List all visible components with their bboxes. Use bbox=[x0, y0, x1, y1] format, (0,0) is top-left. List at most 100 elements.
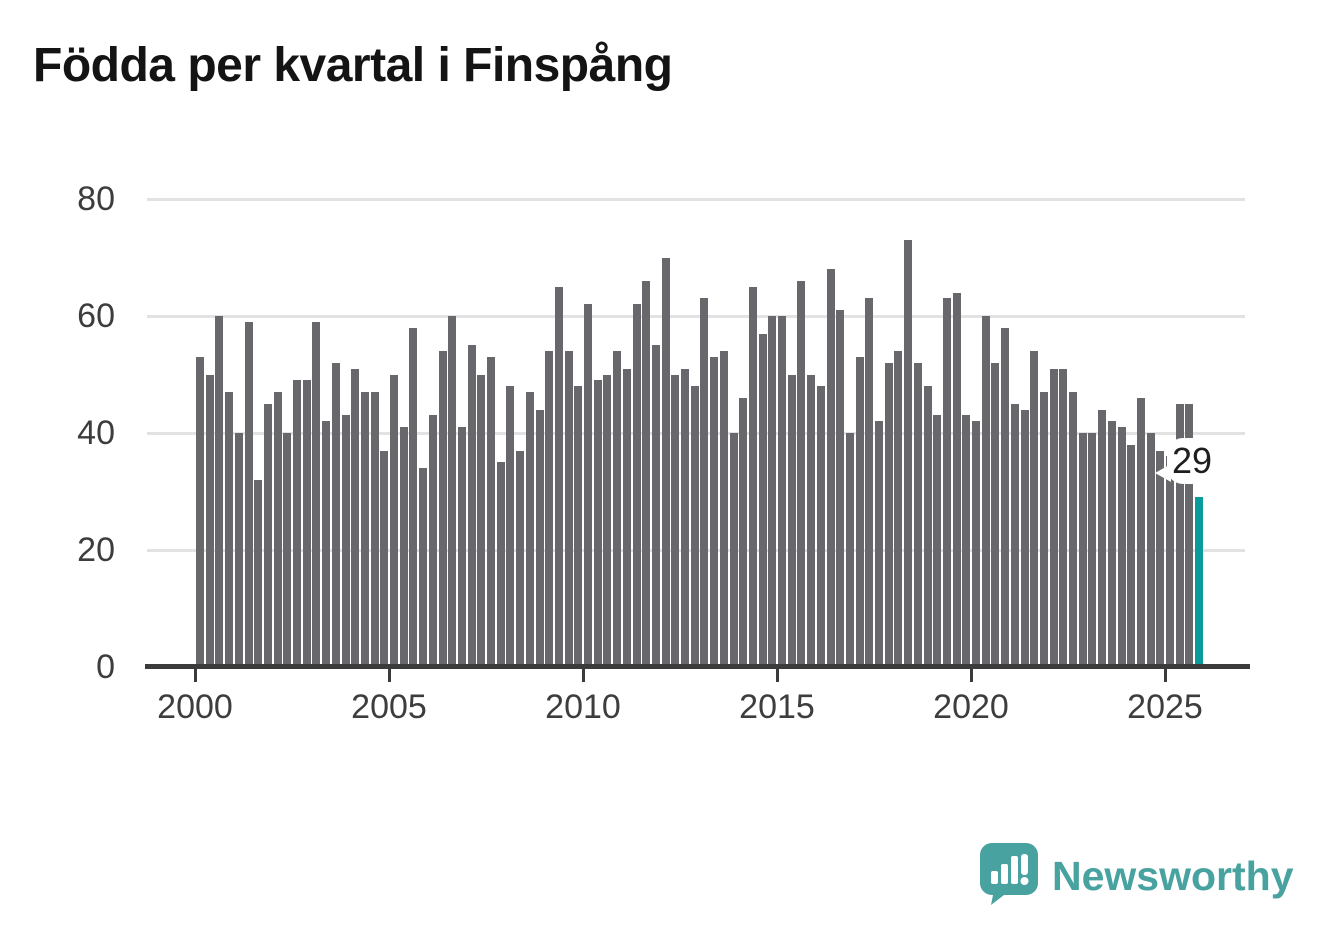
bar bbox=[845, 433, 854, 667]
bar bbox=[302, 380, 311, 667]
bar bbox=[273, 392, 282, 667]
x-tick-2015 bbox=[776, 669, 779, 682]
x-tick-2025 bbox=[1164, 669, 1167, 682]
bar bbox=[1039, 392, 1048, 667]
bar bbox=[1117, 427, 1126, 667]
bar bbox=[283, 433, 292, 667]
bar bbox=[739, 397, 748, 667]
bar bbox=[778, 316, 786, 667]
bar bbox=[1088, 433, 1097, 667]
branding: Newsworthy bbox=[980, 843, 1294, 910]
bar bbox=[865, 298, 874, 667]
bar bbox=[409, 327, 418, 667]
x-tick-label-2010: 2010 bbox=[545, 688, 621, 726]
bar bbox=[904, 239, 913, 667]
x-tick-2010 bbox=[582, 669, 585, 682]
bar bbox=[942, 298, 951, 667]
bar bbox=[477, 374, 486, 667]
bar bbox=[467, 345, 476, 667]
bar bbox=[593, 380, 602, 667]
bar bbox=[826, 269, 835, 667]
bar bbox=[254, 479, 263, 667]
bar bbox=[234, 433, 243, 667]
bar bbox=[487, 356, 495, 667]
newsworthy-logo-text: Newsworthy bbox=[1052, 853, 1294, 899]
x-tick-label-2000: 2000 bbox=[157, 688, 233, 726]
bar bbox=[1146, 433, 1155, 667]
bar bbox=[331, 362, 340, 667]
bar bbox=[797, 280, 806, 667]
bar bbox=[370, 392, 379, 667]
x-axis-line bbox=[145, 664, 1250, 669]
bar bbox=[787, 374, 796, 667]
bar bbox=[1001, 327, 1010, 667]
bar bbox=[729, 433, 738, 667]
y-tick-label-0: 0 bbox=[96, 648, 115, 686]
callout-tail-icon bbox=[1155, 464, 1171, 482]
bar bbox=[225, 392, 234, 667]
bar bbox=[700, 298, 709, 667]
bar bbox=[1156, 450, 1165, 667]
bar bbox=[293, 380, 301, 667]
bar bbox=[322, 421, 331, 667]
gridline-60 bbox=[147, 315, 1245, 318]
bar bbox=[360, 392, 369, 667]
bar bbox=[807, 374, 816, 667]
bar bbox=[263, 403, 272, 667]
bar bbox=[991, 362, 1000, 667]
x-tick-2005 bbox=[388, 669, 391, 682]
bar bbox=[525, 392, 534, 667]
y-tick-label-40: 40 bbox=[77, 414, 115, 452]
bar bbox=[244, 321, 253, 667]
bar bbox=[681, 368, 689, 667]
bar bbox=[196, 356, 204, 667]
y-tick-label-20: 20 bbox=[77, 531, 115, 569]
bar bbox=[390, 374, 398, 667]
bar bbox=[1059, 368, 1068, 667]
newsworthy-logo-icon bbox=[980, 843, 1038, 910]
bar bbox=[564, 351, 573, 667]
bar bbox=[923, 386, 932, 667]
x-tick-label-2005: 2005 bbox=[351, 688, 427, 726]
bar bbox=[816, 386, 825, 667]
bar bbox=[1049, 368, 1058, 667]
bar bbox=[952, 292, 961, 667]
chart-title: Födda per kvartal i Finspång bbox=[33, 39, 673, 92]
bar bbox=[758, 333, 767, 667]
bar bbox=[710, 356, 719, 667]
bar bbox=[419, 468, 428, 667]
x-tick-2000 bbox=[194, 669, 197, 682]
bar bbox=[613, 351, 622, 667]
bar bbox=[1175, 403, 1184, 667]
bar bbox=[642, 280, 651, 667]
x-tick-label-2020: 2020 bbox=[933, 688, 1009, 726]
bar bbox=[1166, 456, 1174, 667]
bar bbox=[205, 374, 214, 667]
bar bbox=[981, 316, 990, 667]
bar bbox=[1098, 409, 1107, 667]
bar bbox=[913, 362, 922, 667]
bar bbox=[1010, 403, 1019, 667]
bar bbox=[545, 351, 554, 667]
bar bbox=[1127, 444, 1136, 667]
bar bbox=[768, 316, 777, 667]
bar bbox=[884, 362, 893, 667]
bar bbox=[574, 386, 583, 667]
bar bbox=[1069, 392, 1077, 667]
latest-value-callout: 29 bbox=[1155, 438, 1217, 484]
bar-highlighted bbox=[1195, 497, 1204, 667]
bar bbox=[584, 304, 592, 667]
bar bbox=[215, 316, 224, 667]
bar bbox=[535, 409, 544, 667]
bar bbox=[651, 345, 660, 667]
bar bbox=[661, 257, 670, 667]
bar bbox=[380, 450, 389, 667]
bar bbox=[448, 316, 457, 667]
bar bbox=[1136, 397, 1145, 667]
bar bbox=[748, 286, 757, 667]
bar bbox=[457, 427, 466, 667]
bar bbox=[671, 374, 680, 667]
bar bbox=[341, 415, 350, 667]
